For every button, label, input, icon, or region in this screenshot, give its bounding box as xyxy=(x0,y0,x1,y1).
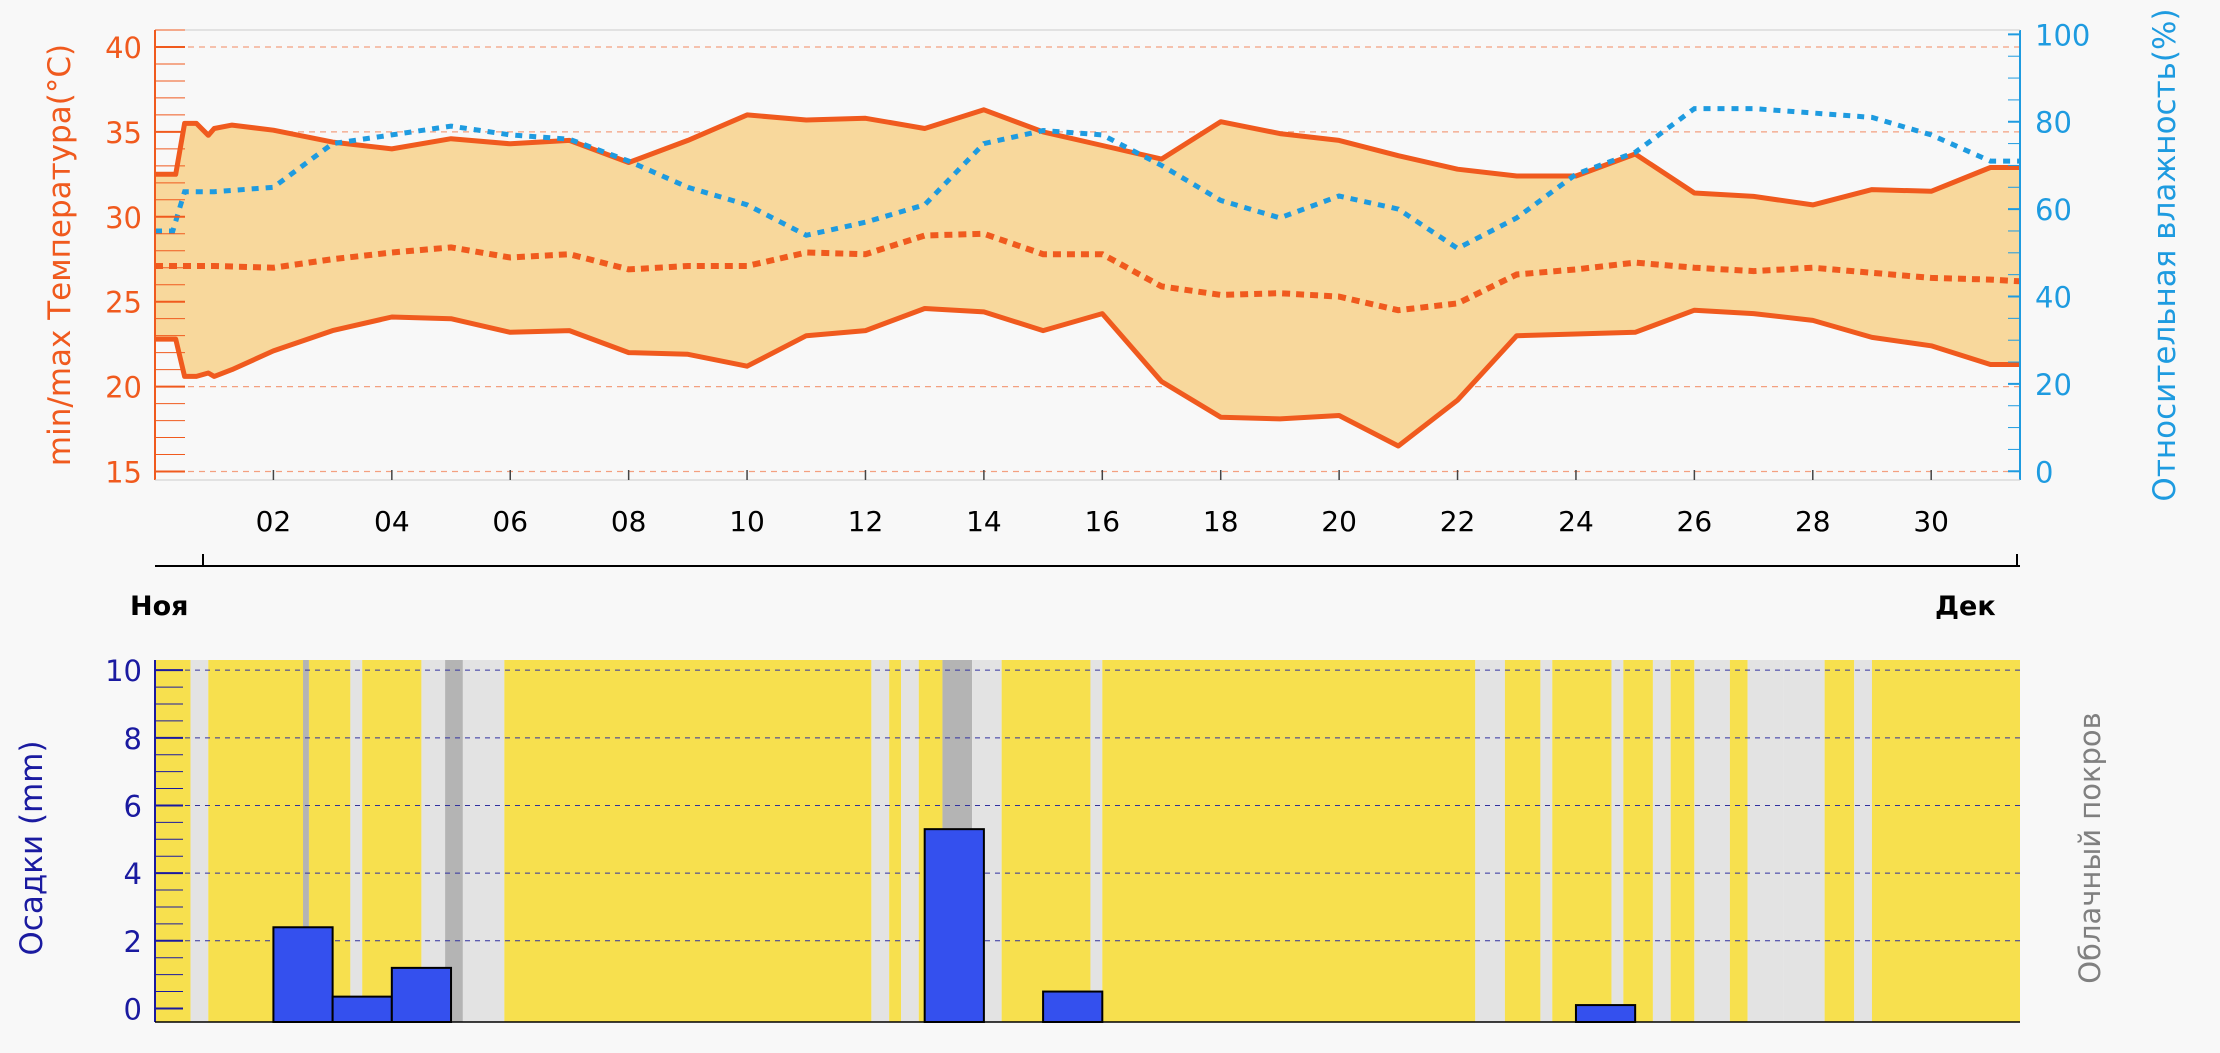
cloud-cover-band-clear xyxy=(362,660,422,1022)
date-tick-label: 12 xyxy=(848,505,884,538)
cloud-cover-band-cloudy xyxy=(1747,660,1784,1022)
humidity-line xyxy=(155,106,2020,252)
humidity-axis-label: Относительная влажность(%) xyxy=(2147,8,2183,501)
mean-temperature-line xyxy=(155,230,2021,314)
precipitation-bar xyxy=(1574,1004,1637,1023)
humidity-tick-label: 60 xyxy=(2035,193,2072,227)
cloud-cover-band-clear xyxy=(1552,660,1612,1022)
cloud-cover-band-clear xyxy=(1623,660,1653,1022)
cloud-cover-band-overcast xyxy=(445,660,463,1022)
cloud-cover-band-clear xyxy=(155,660,191,1022)
temperature-humidity-panel: 15 20 25 30 35 40 0 20 40 60 80 100 min/max Темпер… xyxy=(42,8,2183,501)
cloud-cover-band-clear xyxy=(1001,660,1091,1022)
cloud-cover-band-cloudy xyxy=(1783,660,1825,1022)
precipitation-tick-label: 6 xyxy=(124,789,142,823)
precipitation-bar xyxy=(390,966,453,1023)
date-tick-label: 04 xyxy=(374,505,410,538)
date-tick-label: 08 xyxy=(611,505,647,538)
humidity-tick-label: 20 xyxy=(2035,368,2072,402)
month-label-end: Дек xyxy=(1935,591,1996,622)
max-temperature-line xyxy=(155,107,2020,208)
cloud-cover-band-clear xyxy=(504,660,872,1022)
precipitation-tick-label: 4 xyxy=(124,857,142,891)
cloud-cover-band-cloudy xyxy=(462,660,505,1022)
precipitation-bars xyxy=(272,828,1637,1024)
date-tick-label: 20 xyxy=(1321,505,1357,538)
date-tick-label: 22 xyxy=(1440,505,1476,538)
cloud-cover-band-clear xyxy=(1102,660,1476,1022)
precipitation-gridlines xyxy=(155,669,2020,942)
cloud-cover-band-cloudy xyxy=(1854,660,1872,1022)
date-tick-label: 26 xyxy=(1677,505,1713,538)
month-label-start: Ноя xyxy=(130,591,188,622)
precipitation-bar xyxy=(331,995,393,1023)
precipitation-tick-label: 8 xyxy=(124,722,142,756)
cloud-cover-band-cloudy xyxy=(1475,660,1505,1022)
precipitation-bar xyxy=(923,828,985,1023)
date-tick-label: 18 xyxy=(1203,505,1239,538)
temperature-axis-label: min/max Температура(°C) xyxy=(42,44,78,466)
temperature-tick-label: 40 xyxy=(105,31,142,65)
cloud-cover-band-cloudy xyxy=(1540,660,1553,1022)
precipitation-tick-label: 2 xyxy=(124,925,142,959)
temperature-tick-label: 20 xyxy=(105,371,142,405)
cloud-cover-band-cloudy xyxy=(350,660,363,1022)
precipitation-tick-label: 10 xyxy=(105,654,142,688)
temperature-range-area xyxy=(155,109,2020,447)
cloud-cover-band-cloudy xyxy=(1090,660,1103,1022)
humidity-tick-label: 0 xyxy=(2035,455,2053,489)
humidity-tick-label: 80 xyxy=(2035,106,2072,140)
cloud-cover-band-clear xyxy=(1670,660,1695,1022)
cloud-cover-band-clear xyxy=(1824,660,1855,1022)
date-tick-labels: 02 04 06 08 10 12 14 16 18 20 22 24 26 28 30 xyxy=(256,470,1949,538)
humidity-tick-label: 100 xyxy=(2035,18,2090,52)
cloud-cover-band-cloudy xyxy=(901,660,919,1022)
temperature-tick-label: 35 xyxy=(105,116,142,150)
cloud-cover-band-clear xyxy=(889,660,901,1022)
cloud-cover-band-clear xyxy=(1871,660,2020,1022)
cloud-cover-band-clear xyxy=(1729,660,1748,1022)
cloud-cover-band-overcast xyxy=(303,660,309,1022)
cloud-cover-band-cloudy xyxy=(190,660,209,1022)
cloud-cover-band-cloudy xyxy=(421,660,446,1022)
cloud-cover-band-cloudy xyxy=(1611,660,1624,1022)
humidity-tick-label: 40 xyxy=(2035,281,2072,315)
cloud-cover-axis-label: Облачный покров xyxy=(2073,712,2107,984)
precipitation-panel: 0 2 4 6 8 10 Осадки (mm) Облачный покров xyxy=(14,654,2107,1026)
precipitation-axis-label: Осадки (mm) xyxy=(14,740,50,955)
temperature-tick-label: 30 xyxy=(105,201,142,235)
precipitation-tick-label: 0 xyxy=(124,992,142,1026)
temperature-tick-label: 25 xyxy=(105,286,142,320)
humidity-axis: 0 20 40 60 80 100 xyxy=(2008,18,2090,489)
precipitation-bar xyxy=(1042,990,1104,1023)
cloud-cover-band-cloudy xyxy=(871,660,890,1022)
date-tick-label: 16 xyxy=(1084,505,1120,538)
date-axis: 02 04 06 08 10 12 14 16 18 20 22 24 26 28 30 Ноя Дек xyxy=(130,470,2020,622)
date-tick-label: 10 xyxy=(729,505,765,538)
precipitation-bar xyxy=(272,926,334,1024)
date-tick-label: 28 xyxy=(1795,505,1831,538)
date-tick-label: 30 xyxy=(1913,505,1949,538)
cloud-cover-band-clear xyxy=(1504,660,1541,1022)
temperature-tick-label: 15 xyxy=(105,456,142,490)
cloud-cover-band-cloudy xyxy=(1694,660,1730,1022)
date-tick-label: 24 xyxy=(1558,505,1594,538)
temperature-axis: 15 20 25 30 35 40 xyxy=(105,29,185,490)
date-tick-label: 06 xyxy=(492,505,528,538)
cloud-cover-band-cloudy xyxy=(1652,660,1671,1022)
precipitation-axis: 0 2 4 6 8 10 xyxy=(105,654,183,1026)
cloud-cover-bands xyxy=(155,660,2020,1022)
date-tick-label: 02 xyxy=(256,505,292,538)
date-tick-label: 14 xyxy=(966,505,1002,538)
min-temperature-line xyxy=(155,306,2020,449)
